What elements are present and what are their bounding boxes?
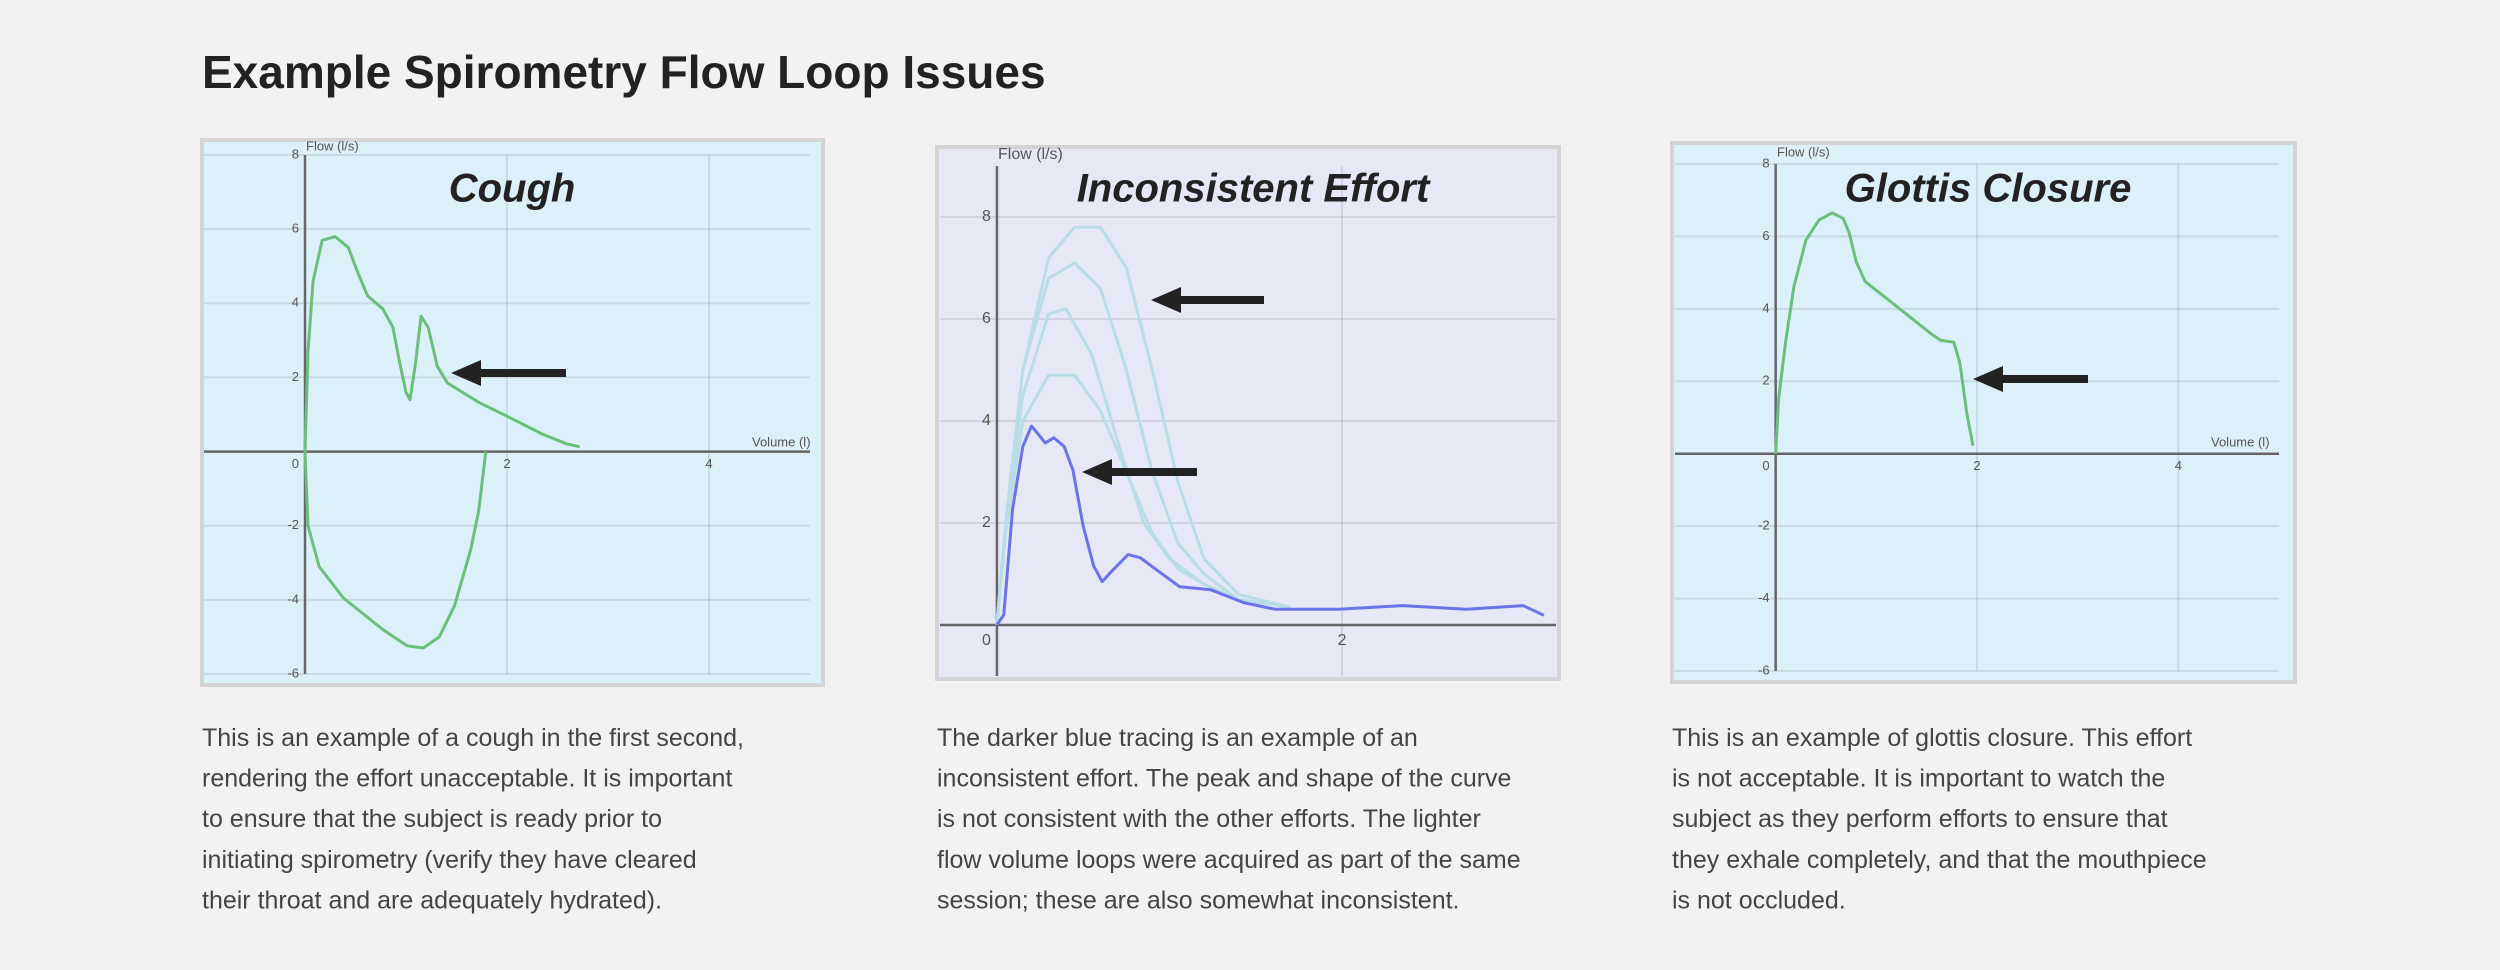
flow-curve — [995, 261, 1291, 626]
flow-curve — [1774, 211, 1975, 454]
x-axis-label: Volume (l) — [752, 434, 811, 449]
chart-background — [935, 145, 1561, 681]
x-tick-label: 2 — [1973, 458, 1980, 473]
y-tick-label: 2 — [1762, 373, 1769, 388]
y-tick-label: -4 — [287, 591, 299, 606]
y-tick-label: 4 — [982, 412, 991, 429]
x-tick-label: 0 — [982, 632, 991, 649]
chart-title: Inconsistent Effort — [1077, 167, 1431, 211]
description-line: to ensure that the subject is ready prio… — [202, 805, 662, 833]
x-tick-label: 2 — [1338, 632, 1347, 649]
y-tick-label: 6 — [292, 221, 299, 236]
description-line: their throat and are adequately hydrated… — [202, 886, 662, 914]
chart: -6 -4 -2 2 4 6 8 0 2 4 Flow (l/s) Volume (l) Cough — [200, 138, 825, 687]
flow-curve — [995, 424, 1545, 626]
y-tick-label: -6 — [1758, 662, 1770, 677]
x-axis-label: Volume (l) — [2211, 434, 2270, 449]
descriptions: This is an example of a cough in the fir… — [202, 724, 2207, 914]
y-tick-label: -4 — [1758, 590, 1770, 605]
description-line: is not acceptable. It is important to wa… — [1672, 765, 2165, 793]
y-axis-label: Flow (l/s) — [998, 146, 1063, 163]
y-tick-label: -2 — [1758, 518, 1770, 533]
flow-curve — [303, 451, 488, 650]
chart: 2 4 6 8 0 2 Flow (l/s) Inconsistent Effort — [935, 145, 1561, 681]
y-tick-label: 2 — [982, 514, 991, 531]
arrows — [451, 287, 2088, 485]
description-line: initiating spirometry (verify they have … — [202, 846, 697, 874]
description-line: rendering the effort unacceptable. It is… — [202, 765, 732, 793]
x-tick-label: 4 — [2175, 458, 2182, 473]
description-line: is not consistent with the other efforts… — [937, 805, 1481, 833]
description-line: This is an example of a cough in the fir… — [202, 724, 744, 752]
x-tick-label: 4 — [705, 456, 712, 471]
chart: -6 -4 -2 2 4 6 8 0 2 4 Flow (l/s) Volume (l) Glottis… — [1670, 141, 2297, 684]
y-axis-label: Flow (l/s) — [306, 138, 359, 153]
y-tick-label: -6 — [287, 665, 299, 680]
flow-curve — [995, 373, 1291, 626]
y-tick-label: 2 — [292, 369, 299, 384]
x-tick-label: 2 — [503, 456, 510, 471]
y-tick-label: 6 — [982, 310, 991, 327]
y-tick-label: 8 — [982, 208, 991, 225]
charts: -6 -4 -2 2 4 6 8 0 2 4 Flow (l/s) Volume (l) Cough 2 4… — [200, 138, 2297, 687]
chart-title: Cough — [449, 167, 576, 211]
x-tick-label: 0 — [1762, 458, 1769, 473]
arrow-head — [451, 360, 481, 386]
description-line: is not occluded. — [1672, 886, 1846, 914]
y-tick-label: -2 — [287, 517, 299, 532]
y-tick-label: 8 — [292, 146, 299, 161]
description-line: This is an example of glottis closure. T… — [1672, 724, 2192, 752]
y-tick-label: 6 — [1762, 228, 1769, 243]
chart-title: Glottis Closure — [1845, 167, 2132, 211]
arrow-head — [1973, 366, 2003, 392]
description-line: session; these are also somewhat inconsi… — [937, 886, 1460, 914]
y-tick-label: 4 — [292, 295, 299, 310]
y-axis-label: Flow (l/s) — [1777, 144, 1830, 159]
y-tick-label: 4 — [1762, 300, 1769, 315]
description-line: inconsistent effort. The peak and shape … — [937, 765, 1511, 793]
description-line: flow volume loops were acquired as part … — [937, 846, 1521, 874]
x-tick-label: 0 — [292, 456, 299, 471]
description-line: they exhale completely, and that the mou… — [1672, 846, 2207, 874]
y-tick-label: 8 — [1762, 155, 1769, 170]
flow-curve — [303, 235, 581, 452]
arrow-head — [1151, 287, 1181, 313]
description-line: subject as they perform efforts to ensur… — [1672, 805, 2168, 833]
page-title: Example Spirometry Flow Loop Issues — [202, 46, 1046, 98]
description-line: The darker blue tracing is an example of… — [937, 724, 1418, 752]
arrow-head — [1082, 459, 1112, 485]
